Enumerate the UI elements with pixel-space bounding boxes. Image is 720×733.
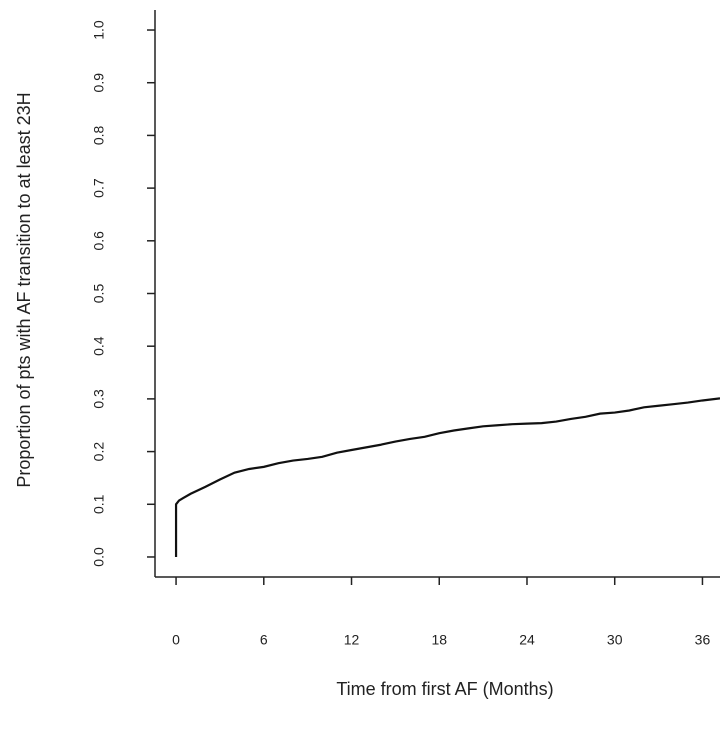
x-tick-label: 30	[607, 632, 623, 648]
y-tick-label: 0.5	[91, 284, 107, 304]
y-tick-label: 0.9	[91, 73, 107, 93]
y-tick-label: 0.6	[91, 231, 107, 251]
y-tick-label: 0.7	[91, 178, 107, 198]
y-tick-label: 0.2	[91, 442, 107, 462]
x-tick-label: 24	[519, 632, 535, 648]
x-tick-label: 36	[695, 632, 711, 648]
x-axis-label: Time from first AF (Months)	[336, 679, 553, 699]
y-tick-label: 0.1	[91, 494, 107, 514]
y-axis-label: Proportion of pts with AF transition to …	[14, 92, 34, 487]
curve	[174, 397, 720, 557]
y-tick-label: 0.3	[91, 389, 107, 409]
y-tick-label: 1.0	[91, 20, 107, 40]
x-tick-label: 6	[260, 632, 268, 648]
y-tick-label: 0.4	[91, 336, 107, 356]
y-tick-label: 0.0	[91, 547, 107, 567]
y-tick-label: 0.8	[91, 125, 107, 145]
x-tick-label: 12	[344, 632, 360, 648]
x-tick-label: 0	[172, 632, 180, 648]
x-tick-label: 18	[431, 632, 447, 648]
